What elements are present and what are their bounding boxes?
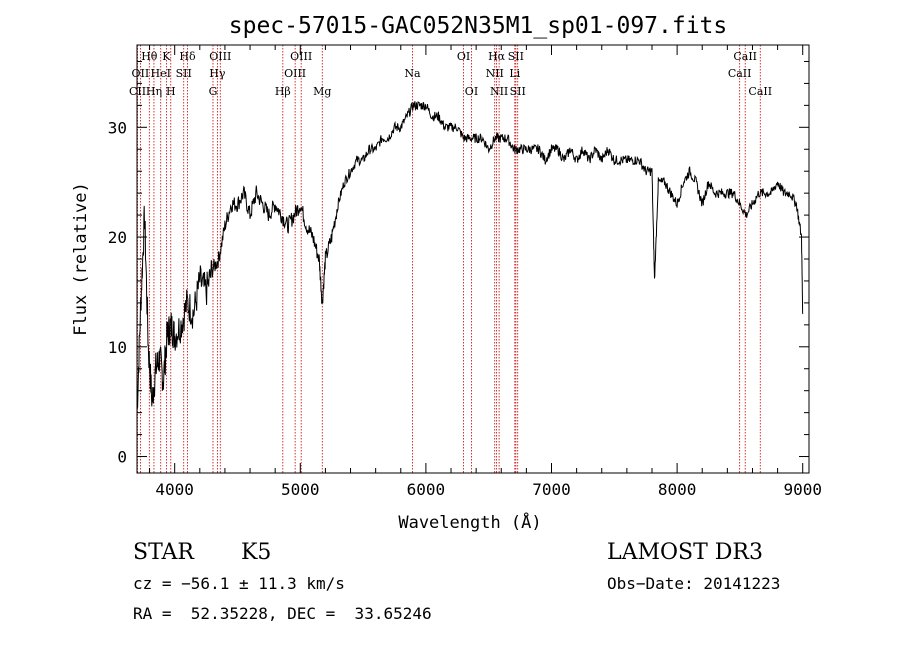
line-label-16: Na (404, 67, 421, 80)
x-tick-label: 4000 (155, 480, 194, 499)
line-label-9: G (209, 85, 218, 98)
spectrum-series-line (136, 101, 804, 414)
line-label-12: Hβ (275, 85, 291, 98)
line-label-11: OIII (209, 50, 231, 63)
y-axis: 0 10 20 30 (108, 60, 809, 467)
y-tick-label: 0 (117, 448, 127, 467)
spectral-line-markers (137, 45, 761, 473)
line-label-17: OI (457, 50, 470, 63)
observation-date: Obs−Date: 20141223 (607, 574, 781, 593)
survey-name: LAMOST DR3 (607, 540, 763, 565)
line-label-7: SII (176, 67, 192, 80)
line-label-5: HeI (151, 67, 171, 80)
line-label-6: H (166, 85, 176, 98)
y-tick-label: 10 (108, 338, 127, 357)
x-axis: 4000 5000 6000 7000 8000 9000 (149, 45, 822, 499)
line-label-8: Hδ (179, 50, 196, 63)
line-label-21: NII (490, 85, 508, 98)
y-tick-label: 20 (108, 228, 127, 247)
x-tick-label: 8000 (658, 480, 697, 499)
line-label-19: NII (486, 67, 504, 80)
line-label-22: Li (509, 67, 520, 80)
x-tick-label: 5000 (281, 480, 320, 499)
line-label-10: Hγ (209, 67, 226, 80)
x-tick-label: 6000 (407, 480, 446, 499)
line-label-0: CII (129, 85, 146, 98)
spectral-line-labels: CIIOIIHθHηKHeIHSIIHδGHγOIIIHβOIIIOIIIMgN… (129, 50, 772, 98)
x-tick-label: 7000 (532, 480, 571, 499)
redshift-cz: cz = −56.1 ± 11.3 km/s (133, 574, 345, 593)
y-tick-label: 30 (108, 118, 127, 137)
x-tick-label: 9000 (783, 480, 822, 499)
line-label-27: CaII (748, 85, 772, 98)
object-subclass: K5 (241, 540, 272, 565)
line-label-14: OIII (290, 50, 312, 63)
line-label-25: CaII (728, 67, 752, 80)
line-label-24: SII (510, 85, 526, 98)
line-label-20: Hα (488, 50, 506, 63)
line-label-3: Hη (146, 85, 162, 98)
line-label-4: K (162, 50, 171, 63)
coordinates: RA = 52.35228, DEC = 33.65246 (133, 604, 432, 623)
y-axis-label: Flux (relative) (71, 182, 91, 336)
line-label-18: OI (465, 85, 478, 98)
x-axis-label: Wavelength (Å) (398, 511, 541, 533)
line-label-2: Hθ (141, 50, 158, 63)
object-class: STAR (133, 540, 194, 565)
line-label-15: Mg (313, 85, 331, 98)
line-label-13: OIII (284, 67, 306, 80)
chart-title: spec-57015-GAC052N35M1_sp01-097.fits (229, 13, 728, 39)
line-label-1: OII (132, 67, 150, 80)
line-label-26: CaII (733, 50, 757, 63)
line-label-23: SII (508, 50, 524, 63)
plot-frame (136, 44, 810, 474)
